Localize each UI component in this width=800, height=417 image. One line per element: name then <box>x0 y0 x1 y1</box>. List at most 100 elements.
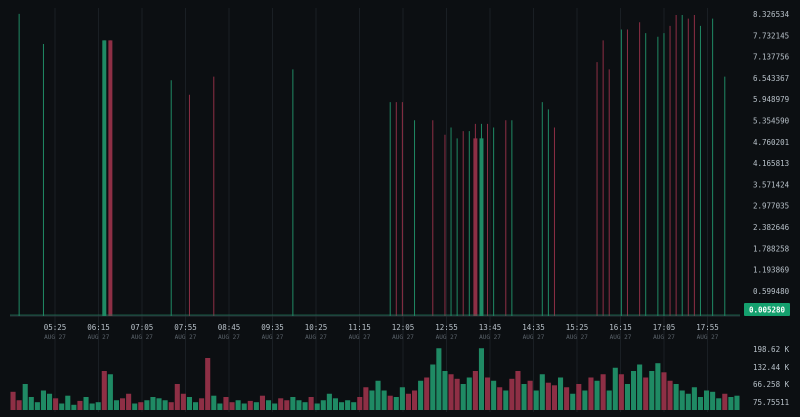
volume-bar[interactable] <box>302 402 308 410</box>
volume-bar[interactable] <box>667 380 673 410</box>
volume-bar[interactable] <box>193 402 199 410</box>
volume-bar[interactable] <box>454 378 460 410</box>
volume-bar[interactable] <box>217 403 223 411</box>
volume-bar[interactable] <box>211 395 217 410</box>
volume-bar[interactable] <box>235 400 241 410</box>
volume-bar[interactable] <box>478 348 484 410</box>
volume-bar[interactable] <box>624 384 630 410</box>
volume-bar[interactable] <box>47 393 53 410</box>
volume-bar[interactable] <box>247 400 253 410</box>
volume-bar[interactable] <box>485 377 491 411</box>
volume-bar[interactable] <box>77 400 83 410</box>
volume-bar[interactable] <box>424 377 430 411</box>
price-series[interactable] <box>10 13 740 316</box>
volume-bar[interactable] <box>132 403 138 411</box>
volume-bar[interactable] <box>594 380 600 410</box>
candle-body[interactable] <box>473 138 478 316</box>
volume-bar[interactable] <box>253 402 259 410</box>
volume-bar[interactable] <box>22 384 28 410</box>
volume-bar[interactable] <box>381 390 387 411</box>
volume-bar[interactable] <box>229 402 235 410</box>
volume-bar[interactable] <box>180 393 186 410</box>
volume-bar[interactable] <box>83 397 89 410</box>
volume-bar[interactable] <box>697 397 703 410</box>
volume-bar[interactable] <box>570 393 576 410</box>
volume-bar[interactable] <box>272 403 278 411</box>
volume-bar[interactable] <box>509 378 515 410</box>
volume-bar[interactable] <box>290 397 296 410</box>
volume-bar[interactable] <box>412 390 418 411</box>
volume-bar[interactable] <box>241 403 247 411</box>
volume-bar[interactable] <box>339 402 345 410</box>
volume-bar[interactable] <box>150 397 156 410</box>
volume-bar[interactable] <box>266 400 272 410</box>
volume-bar[interactable] <box>345 400 351 410</box>
volume-bar[interactable] <box>34 402 40 410</box>
volume-bar[interactable] <box>375 380 381 410</box>
volume-bar[interactable] <box>685 393 691 410</box>
volume-bar[interactable] <box>71 404 77 410</box>
volume-bar[interactable] <box>101 371 107 410</box>
volume-bar[interactable] <box>643 377 649 411</box>
volume-bar[interactable] <box>442 371 448 410</box>
candle-body[interactable] <box>479 138 484 316</box>
volume-bar[interactable] <box>259 395 265 410</box>
volume-bar[interactable] <box>539 374 545 410</box>
volume-bar[interactable] <box>588 377 594 411</box>
volume-bar[interactable] <box>637 364 643 411</box>
volume-bar[interactable] <box>448 374 454 410</box>
volume-bar[interactable] <box>326 393 332 410</box>
volume-bar[interactable] <box>418 380 424 410</box>
volume-bar[interactable] <box>126 393 132 410</box>
volume-bar[interactable] <box>89 403 95 411</box>
volume-bar[interactable] <box>704 390 710 411</box>
volume-bar[interactable] <box>722 393 728 410</box>
volume-bar[interactable] <box>186 397 192 410</box>
volume-bar[interactable] <box>576 384 582 410</box>
volume-bar[interactable] <box>649 371 655 410</box>
volume-bar[interactable] <box>284 400 290 410</box>
volume-bar[interactable] <box>612 367 618 410</box>
volume-bar[interactable] <box>582 390 588 411</box>
volume-bar[interactable] <box>156 398 162 410</box>
volume-bar[interactable] <box>460 384 466 410</box>
volume-bar[interactable] <box>710 391 716 410</box>
volume-bar[interactable] <box>491 380 497 410</box>
volume-bar[interactable] <box>527 380 533 410</box>
volume-bar[interactable] <box>308 397 314 410</box>
volume-bar[interactable] <box>278 398 284 410</box>
volume-bar[interactable] <box>387 395 393 410</box>
volume-bar[interactable] <box>120 398 126 410</box>
volume-series[interactable] <box>10 348 740 411</box>
volume-bar[interactable] <box>40 390 46 411</box>
price-axis[interactable]: 8.326534 7.732145 7.137756 6.543367 5.948979… <box>753 10 790 296</box>
volume-bar[interactable] <box>673 384 679 410</box>
volume-bar[interactable] <box>223 397 229 410</box>
volume-bar[interactable] <box>28 397 34 410</box>
volume-bar[interactable] <box>10 391 16 410</box>
volume-bar[interactable] <box>533 390 539 411</box>
volume-bar[interactable] <box>53 398 59 410</box>
volume-bar[interactable] <box>430 364 436 411</box>
volume-bar[interactable] <box>168 402 174 410</box>
volume-bar[interactable] <box>655 363 661 410</box>
volume-bar[interactable] <box>515 371 521 410</box>
volume-bar[interactable] <box>144 400 150 410</box>
time-axis[interactable]: 05:25 AUG 27 06:15 AUG 27 07:05 AUG 27 07:55 AU… <box>44 323 719 341</box>
volume-bar[interactable] <box>558 377 564 411</box>
volume-bar[interactable] <box>357 397 363 410</box>
volume-bar[interactable] <box>393 397 399 410</box>
volume-bar[interactable] <box>363 387 369 410</box>
volume-bar[interactable] <box>65 395 71 410</box>
volume-bar[interactable] <box>320 400 326 410</box>
volume-bar[interactable] <box>351 402 357 410</box>
volume-bar[interactable] <box>618 374 624 410</box>
volume-bar[interactable] <box>332 398 338 410</box>
volume-bar[interactable] <box>162 400 168 410</box>
volume-bar[interactable] <box>16 400 22 410</box>
volume-bar[interactable] <box>369 390 375 411</box>
volume-bar[interactable] <box>472 371 478 410</box>
volume-bar[interactable] <box>466 377 472 411</box>
volume-bar[interactable] <box>59 403 65 411</box>
